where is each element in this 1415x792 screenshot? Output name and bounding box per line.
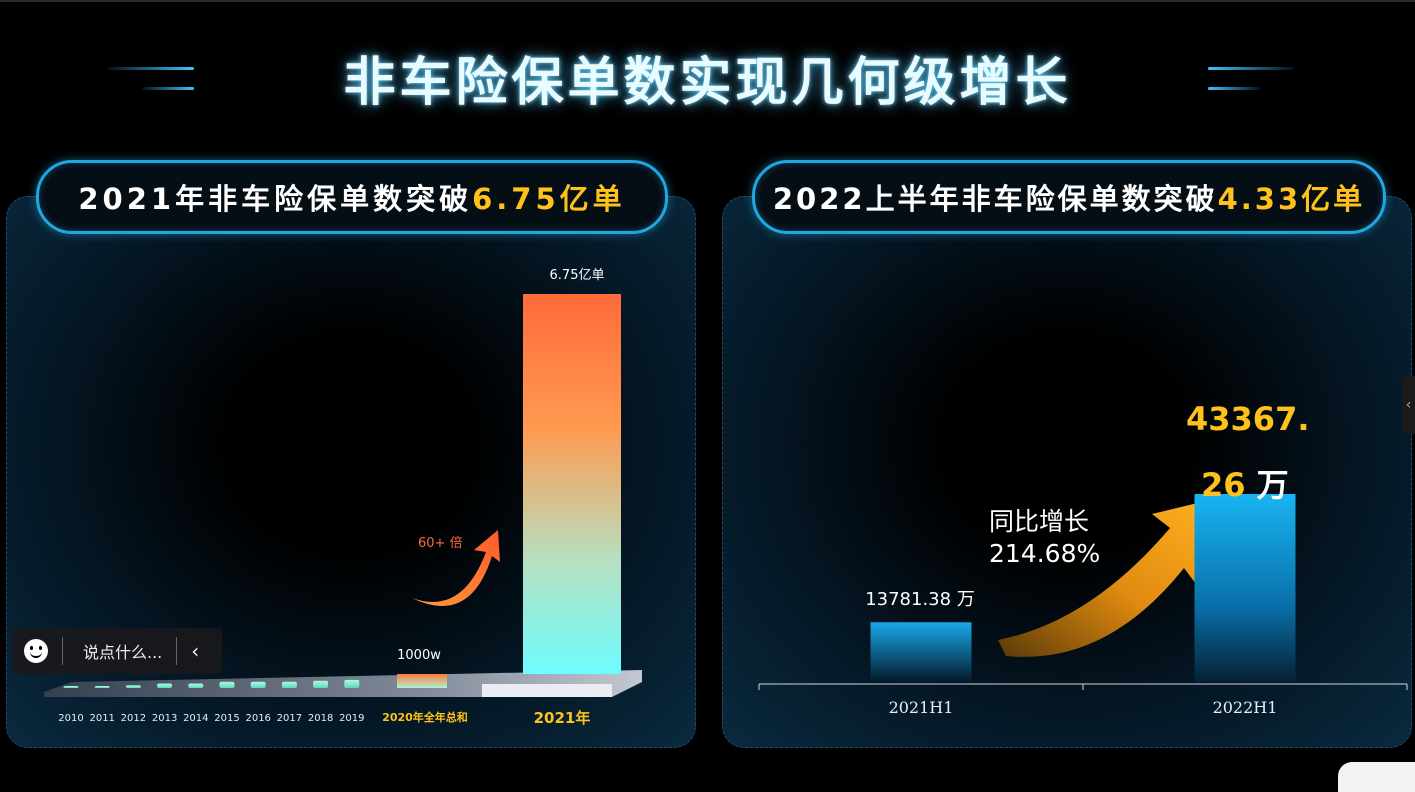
bar-2020年全年总和: [397, 674, 447, 688]
x-label-2015: 2015: [214, 713, 239, 724]
x-label-2021年: 2021年: [534, 709, 591, 727]
bar-2017: [281, 681, 297, 688]
emoji-icon[interactable]: [24, 639, 48, 663]
comment-bar[interactable]: 说点什么... ‹: [12, 628, 222, 674]
bar-2018: [313, 680, 329, 688]
left-base-front: [482, 684, 612, 697]
bar-2013: [157, 683, 173, 688]
x-label-2010: 2010: [58, 713, 83, 724]
left-heading-text: 2021年非车险保单数突破: [78, 182, 473, 216]
bar-2012: [125, 685, 141, 688]
title-decoration-left-2: [142, 87, 194, 90]
x-label-2013: 2013: [152, 713, 177, 724]
left-heading-value: 6.75亿单: [472, 182, 626, 216]
corner-widget: [1338, 762, 1415, 792]
bar-2015: [219, 681, 235, 688]
data-label-2021H1: 13781.38 万: [865, 589, 975, 610]
x-label-2011: 2011: [89, 713, 114, 724]
bar-2014: [188, 683, 204, 688]
data-label-2021年: 6.75亿单: [550, 268, 605, 283]
x-label-2021H1: 2021H1: [889, 698, 954, 717]
growth-value: 214.68%: [989, 539, 1100, 568]
right-heading: 2022上半年非车险保单数突破 4.33亿单: [752, 160, 1386, 234]
bar-2021H1: [870, 622, 972, 682]
comment-bar-divider: [62, 637, 63, 665]
x-label-2018: 2018: [308, 713, 333, 724]
data-label-2022H1-line2: 26 万: [1201, 466, 1289, 504]
comment-input[interactable]: 说点什么...: [83, 643, 163, 662]
top-border: [0, 0, 1415, 2]
growth-arrow-left: [412, 530, 500, 606]
bar-2011: [94, 686, 110, 688]
multiplier-label: 60+ 倍: [418, 536, 463, 551]
x-label-2017: 2017: [277, 713, 302, 724]
growth-label: 同比增长: [989, 507, 1089, 536]
data-label-2020年全年总和: 1000w: [397, 648, 441, 663]
title-decoration-right-1: [1208, 67, 1294, 70]
page-title: 非车险保单数实现几何级增长: [343, 53, 1072, 113]
right-panel: [722, 196, 1412, 748]
x-label-2019: 2019: [339, 713, 364, 724]
x-label-2016: 2016: [245, 713, 270, 724]
right-heading-value: 4.33亿单: [1217, 182, 1366, 216]
growth-arrow-right: [998, 500, 1210, 657]
x-label-2014: 2014: [183, 713, 208, 724]
x-label-2020年全年总和: 2020年全年总和: [382, 710, 468, 724]
title-decoration-left-1: [108, 67, 194, 70]
bar-2010: [63, 686, 79, 688]
x-label-2012: 2012: [121, 713, 146, 724]
x-label-2022H1: 2022H1: [1213, 698, 1278, 717]
side-expand-chevron-icon[interactable]: ‹: [1402, 376, 1415, 434]
collapse-chevron-icon[interactable]: ‹: [191, 639, 200, 663]
bar-2016: [250, 681, 266, 688]
data-label-2022H1-line1: 43367.: [1186, 400, 1309, 438]
comment-bar-divider-2: [176, 637, 178, 665]
bar-2022H1: [1194, 494, 1296, 682]
title-decoration-right-2: [1208, 87, 1260, 90]
bar-2019: [344, 679, 360, 688]
right-heading-text: 2022上半年非车险保单数突破: [772, 182, 1218, 216]
bar-2021年: [523, 294, 621, 674]
charts-canvas: 60+ 倍 同比增长 214.68% 2010 2011 2012 2013 2014 2…: [44, 268, 1408, 727]
left-heading: 2021年非车险保单数突破 6.75亿单: [36, 160, 668, 234]
